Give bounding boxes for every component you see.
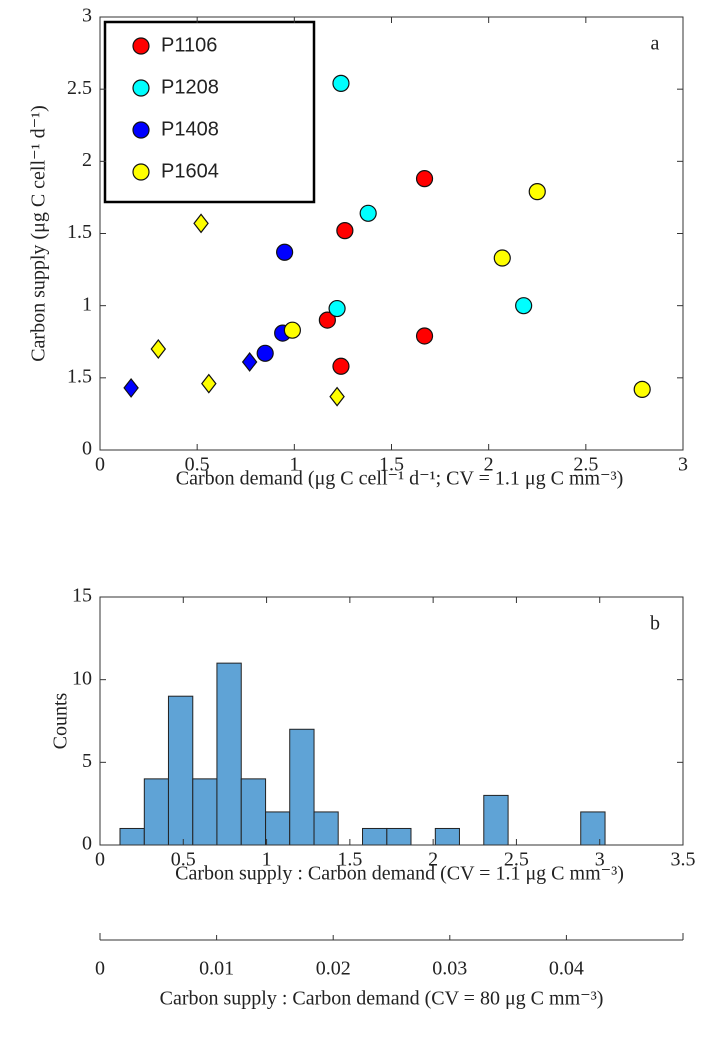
legend-marker [132,163,150,181]
legend-label: P1604 [161,160,219,182]
histogram-bar [167,695,194,846]
legend-label: P1208 [161,76,219,98]
circle-marker [332,74,350,92]
legend-label: P1408 [161,118,219,140]
histogram-bar [580,811,606,846]
circle-marker [633,380,651,398]
y-tick-label: 5 [82,750,92,772]
y-axis-label: Carbon supply (μg C cell⁻¹ d⁻¹) [28,105,50,362]
x-tick-label: 1 [262,849,272,871]
circle-marker [359,204,377,222]
x-tick-label: 0.5 [171,849,196,871]
histogram-bar [216,662,242,846]
legend-marker [132,37,150,55]
x2-tick-label: 0.01 [199,958,234,980]
circle-marker [332,357,350,375]
x-tick-label: 1.5 [337,849,362,871]
x-tick-label: 3.5 [671,849,696,871]
circle-marker [515,297,533,315]
panel-annotation: b [650,613,660,635]
y-tick-label: 1.5 [67,365,92,387]
plot-frame [99,596,684,846]
y-tick-label: 1 [82,293,92,315]
histogram-bar [143,778,169,846]
histogram-bar [265,811,291,846]
x-tick-label: 2 [484,454,494,476]
circle-marker [415,327,434,345]
diamond-marker [241,351,258,372]
histogram-bar [240,778,267,846]
histogram-bar [434,827,460,846]
circle-marker [528,183,546,201]
y-tick-label: 2 [82,149,92,171]
y-tick-label: 3 [82,5,92,27]
x-tick-label: 2.5 [504,849,529,871]
circle-marker [318,311,336,329]
legend-marker [132,121,150,139]
diamond-marker [329,386,345,407]
circle-marker [283,321,301,339]
circle-marker [493,249,511,267]
diamond-marker [150,338,167,359]
x-tick-label: 0 [95,454,105,476]
x2-tick-label: 0.04 [549,958,584,980]
circle-marker [415,170,434,188]
y-tick-label: 0 [82,438,92,460]
legend-marker [132,79,150,97]
x-tick-label: 0.5 [185,454,210,476]
histogram-bar [362,827,388,846]
x-axis-label: Carbon supply : Carbon demand (CV = 1.1 … [175,863,624,885]
histogram-bar [386,827,412,846]
y-axis-label: Counts [50,692,72,749]
x-tick-label: 2 [428,849,438,871]
y-tick-label: 2.5 [67,77,92,99]
histogram-bar [313,811,339,846]
circle-marker [256,344,274,362]
y-tick-label: 15 [72,585,92,607]
x2-axis-label: Carbon supply : Carbon demand (CV = 80 μ… [160,988,604,1010]
x-tick-label: 0 [95,849,105,871]
x-axis-label: Carbon demand (μg C cell⁻¹ d⁻¹; CV = 1.1… [176,468,624,490]
histogram-bar [119,827,145,846]
circle-marker [336,222,354,240]
x-tick-label: 1 [289,454,299,476]
x-tick-label: 3 [678,454,688,476]
circle-marker [276,243,294,261]
y-tick-label: 10 [72,667,92,689]
panel-annotation: a [651,33,660,55]
diamond-marker [193,213,209,234]
x2-tick-label: 0.03 [432,958,467,980]
x2-tick-label: 0 [95,958,105,980]
histogram-bar [192,778,218,846]
legend-label: P1106 [161,34,217,56]
x-tick-label: 3 [595,849,605,871]
histogram-bar [483,794,509,846]
y-tick-label: 0 [82,833,92,855]
x-tick-label: 2.5 [573,454,598,476]
x2-tick-label: 0.02 [316,958,351,980]
circle-marker [328,299,346,318]
y-tick-label: 1.5 [67,221,92,243]
x-tick-label: 1.5 [379,454,404,476]
histogram-bar [289,728,315,846]
diamond-marker [123,377,139,398]
diamond-marker [201,373,217,394]
